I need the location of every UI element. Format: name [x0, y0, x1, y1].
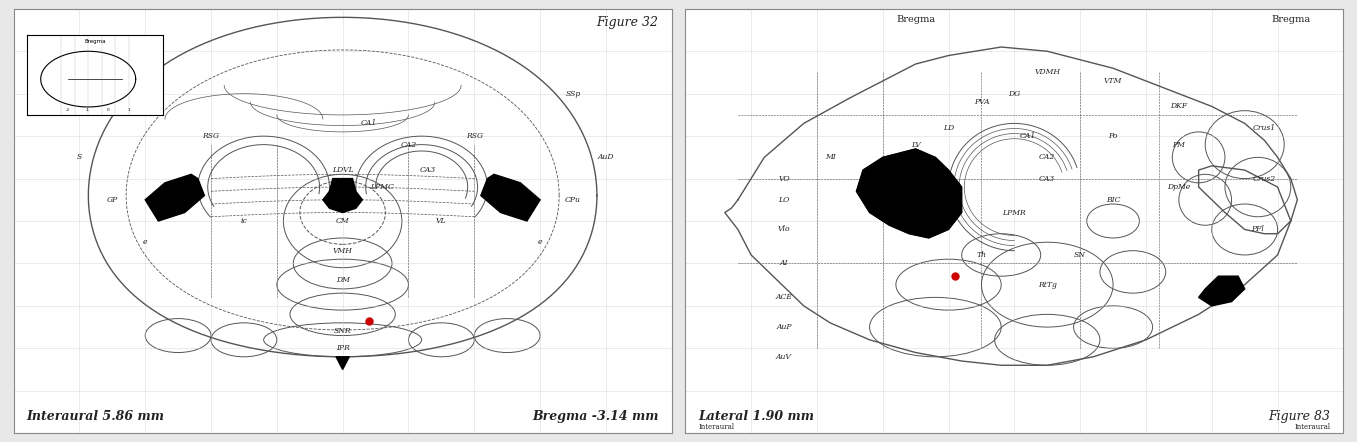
Text: BIC: BIC	[1106, 196, 1121, 204]
Text: AuV: AuV	[776, 353, 792, 361]
Text: Interaural: Interaural	[699, 423, 734, 431]
Polygon shape	[337, 357, 349, 370]
Text: SNR: SNR	[334, 328, 351, 335]
Polygon shape	[856, 149, 962, 238]
Text: VMH: VMH	[332, 247, 353, 255]
Text: VL: VL	[436, 217, 446, 225]
Text: AuD: AuD	[597, 153, 615, 161]
Polygon shape	[480, 174, 540, 221]
Text: Bregma: Bregma	[896, 15, 935, 23]
Text: DG: DG	[1008, 90, 1020, 98]
Text: DpMe: DpMe	[1167, 183, 1190, 191]
Text: Lateral 1.90 mm: Lateral 1.90 mm	[699, 411, 814, 423]
Text: MO: MO	[106, 90, 119, 98]
Text: Interaural: Interaural	[1295, 423, 1330, 431]
Text: VDMH: VDMH	[1034, 69, 1060, 76]
Text: DM: DM	[335, 276, 350, 284]
Text: CM: CM	[335, 217, 350, 225]
Polygon shape	[88, 17, 597, 357]
Text: 0: 0	[107, 108, 110, 112]
Text: Bregma: Bregma	[84, 39, 106, 44]
Text: SSp: SSp	[566, 90, 581, 98]
Polygon shape	[1198, 276, 1244, 306]
Text: GP: GP	[107, 196, 118, 204]
Text: 1: 1	[128, 108, 130, 112]
Text: Interaural 5.86 mm: Interaural 5.86 mm	[27, 411, 164, 423]
Text: Vlo: Vlo	[778, 225, 790, 233]
Text: ic: ic	[240, 217, 247, 225]
Text: CA2: CA2	[1039, 153, 1056, 161]
Text: LO: LO	[779, 196, 790, 204]
Text: RtTg: RtTg	[1038, 281, 1057, 289]
Text: ACE: ACE	[775, 293, 792, 301]
Text: e: e	[142, 238, 148, 246]
Text: AuP: AuP	[776, 323, 791, 331]
Text: -2: -2	[65, 108, 71, 112]
Text: Figure 83: Figure 83	[1269, 411, 1330, 423]
Text: VTM: VTM	[1103, 77, 1122, 85]
Text: VO: VO	[778, 175, 790, 183]
Text: CA3: CA3	[421, 166, 437, 174]
Text: -1: -1	[87, 108, 90, 112]
Text: Figure 32: Figure 32	[597, 16, 658, 29]
Text: MI: MI	[825, 153, 836, 161]
Text: Bregma -3.14 mm: Bregma -3.14 mm	[532, 411, 658, 423]
Text: LD: LD	[943, 124, 954, 132]
Text: PM: PM	[1172, 141, 1185, 149]
Polygon shape	[323, 179, 362, 213]
Text: CA2: CA2	[400, 141, 417, 149]
Text: S: S	[77, 153, 81, 161]
Text: GPe: GPe	[940, 217, 957, 225]
Text: DKF: DKF	[1170, 103, 1187, 110]
Text: LV: LV	[911, 141, 920, 149]
Text: AI: AI	[780, 259, 788, 267]
Text: LPMC: LPMC	[370, 183, 394, 191]
Polygon shape	[145, 174, 205, 221]
Text: RSG: RSG	[465, 132, 483, 140]
Text: CPu: CPu	[565, 196, 581, 204]
Text: IPR: IPR	[335, 344, 350, 352]
Text: Th: Th	[977, 251, 987, 259]
Text: CA1: CA1	[1019, 132, 1035, 140]
Polygon shape	[725, 47, 1297, 365]
Text: PVA: PVA	[973, 98, 989, 106]
Text: PFl: PFl	[1251, 225, 1265, 233]
Text: e: e	[537, 238, 543, 246]
Text: LPMR: LPMR	[1003, 209, 1026, 217]
Text: Po: Po	[1109, 132, 1118, 140]
Text: LDVL: LDVL	[331, 166, 354, 174]
Text: CA3: CA3	[1039, 175, 1056, 183]
Text: SN: SN	[1075, 251, 1086, 259]
Text: Crus1: Crus1	[1253, 124, 1276, 132]
Text: Crus2: Crus2	[1253, 175, 1276, 183]
Text: Bregma: Bregma	[1272, 15, 1311, 23]
Text: RSG: RSG	[202, 132, 220, 140]
Text: CA1: CA1	[361, 119, 377, 127]
